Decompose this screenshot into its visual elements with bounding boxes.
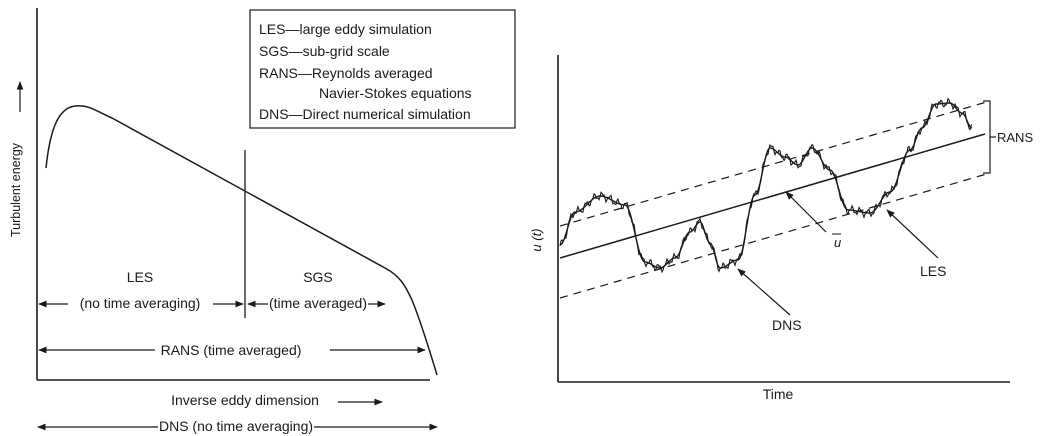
les-annotation-arrow [886,209,939,259]
legend-rans-cont: Navier-Stokes equations [319,85,472,101]
rans-upper-bound [559,100,991,227]
legend-dns: DNS—Direct numerical simulation [259,106,471,122]
legend-les: LES—large eddy simulation [259,21,432,37]
rans-label: RANS [997,130,1033,145]
left-y-axis-label: Turbulent energy [9,142,23,237]
rans-bracket [983,100,991,174]
left-panel: Turbulent energy LES—large eddy simulati… [9,8,516,434]
dns-label: DNS [772,317,802,333]
left-x-axis-label: Inverse eddy dimension [171,392,319,408]
mean-annotation-arrow [785,191,827,233]
sgs-region-title: SGS [303,269,333,285]
mean-label: u [834,235,841,250]
legend-rans: RANS—Reynolds averaged [259,65,433,81]
les-label: LES [920,263,946,279]
legend-box [249,9,516,129]
dns-curve [559,97,973,274]
right-y-axis-label: u (t) [529,228,544,251]
right-x-axis-label: Time [763,386,794,402]
sgs-region-sub: (time averaged) [269,295,367,311]
dns-annotation-arrow [737,268,791,316]
energy-spectrum-curve [45,104,438,376]
rans-lower-bound [559,172,991,299]
mean-line [559,133,986,259]
les-curve [559,102,973,269]
dns-span-label: DNS (no time averaging) [159,418,313,434]
right-panel: u (t) Time RANS u LES DNS [529,55,1033,402]
les-region-sub: (no time averaging) [80,295,201,311]
legend-sgs: SGS—sub-grid scale [259,43,390,59]
les-region-title: LES [127,269,153,285]
rans-span-label: RANS (time averaged) [161,342,302,358]
